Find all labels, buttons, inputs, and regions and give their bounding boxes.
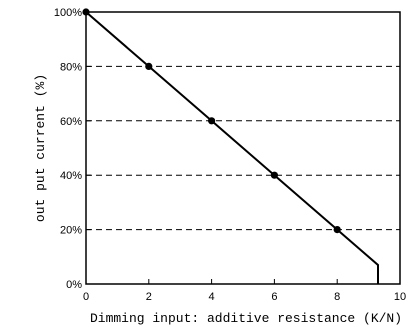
y-tick-label: 80%	[60, 61, 82, 73]
marker-layer	[82, 8, 341, 234]
y-tick-label: 60%	[60, 116, 82, 128]
x-tick-label: 10	[394, 291, 406, 303]
y-tick-label: 100%	[54, 7, 82, 19]
grid-lines	[86, 65, 400, 231]
y-axis-title: out put current (%)	[33, 74, 48, 222]
x-tick-label: 6	[271, 291, 277, 303]
x-tick-label: 8	[334, 291, 340, 303]
tick-layer: 0% 20% 40% 60% 80% 100% 0 2 4 6 8 10	[54, 7, 406, 303]
x-tick-label: 4	[209, 291, 215, 303]
data-point	[145, 62, 153, 70]
x-axis-title: Dimming input: additive resistance (K/N)	[90, 311, 402, 326]
x-tick-label: 2	[146, 291, 152, 303]
x-tick-label: 0	[83, 291, 89, 303]
y-tick-label: 0%	[66, 279, 82, 291]
y-tick-label: 40%	[60, 170, 82, 182]
data-point	[333, 226, 341, 234]
data-point	[270, 171, 278, 179]
data-point	[208, 117, 216, 125]
y-tick-label: 20%	[60, 225, 82, 237]
